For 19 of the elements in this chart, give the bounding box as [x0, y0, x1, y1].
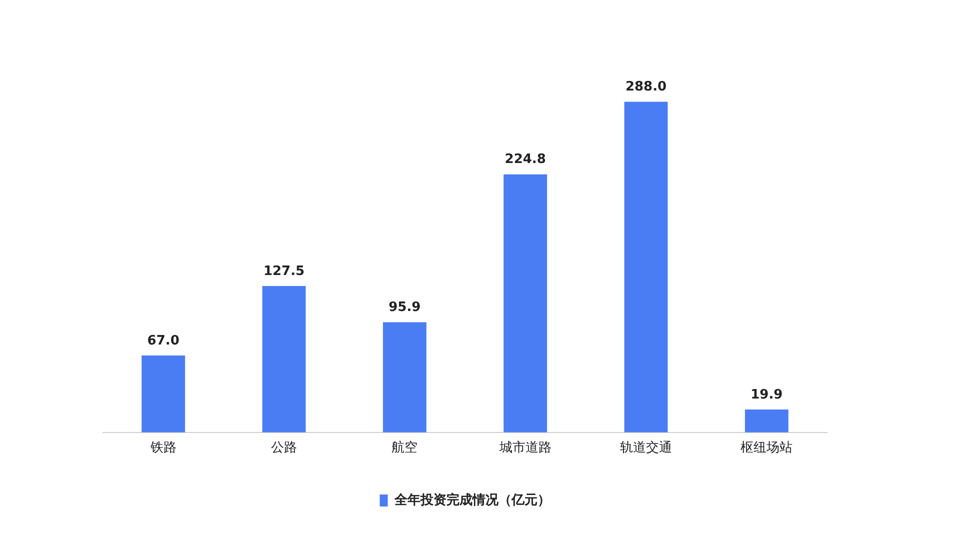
bar — [262, 286, 306, 432]
legend-label: 全年投资完成情况（亿元） — [393, 492, 550, 508]
x-tick-label: 轨道交通 — [620, 440, 672, 456]
x-tick-label: 枢纽场站 — [740, 440, 793, 456]
bar — [744, 410, 788, 432]
x-tick-label: 城市道路 — [498, 440, 552, 456]
x-tick-label: 铁路 — [149, 440, 176, 456]
x-tick-label: 航空 — [392, 440, 418, 456]
x-tick-label: 公路 — [271, 440, 297, 456]
data-label: 95.9 — [388, 300, 421, 316]
data-label: 224.8 — [504, 152, 546, 168]
bar — [504, 174, 548, 432]
data-label: 19.9 — [750, 387, 783, 402]
data-label: 67.0 — [147, 333, 180, 348]
bar — [382, 322, 426, 432]
data-label: 288.0 — [625, 80, 667, 95]
bar — [624, 102, 668, 432]
bar — [142, 355, 186, 432]
data-label: 127.5 — [263, 264, 305, 279]
